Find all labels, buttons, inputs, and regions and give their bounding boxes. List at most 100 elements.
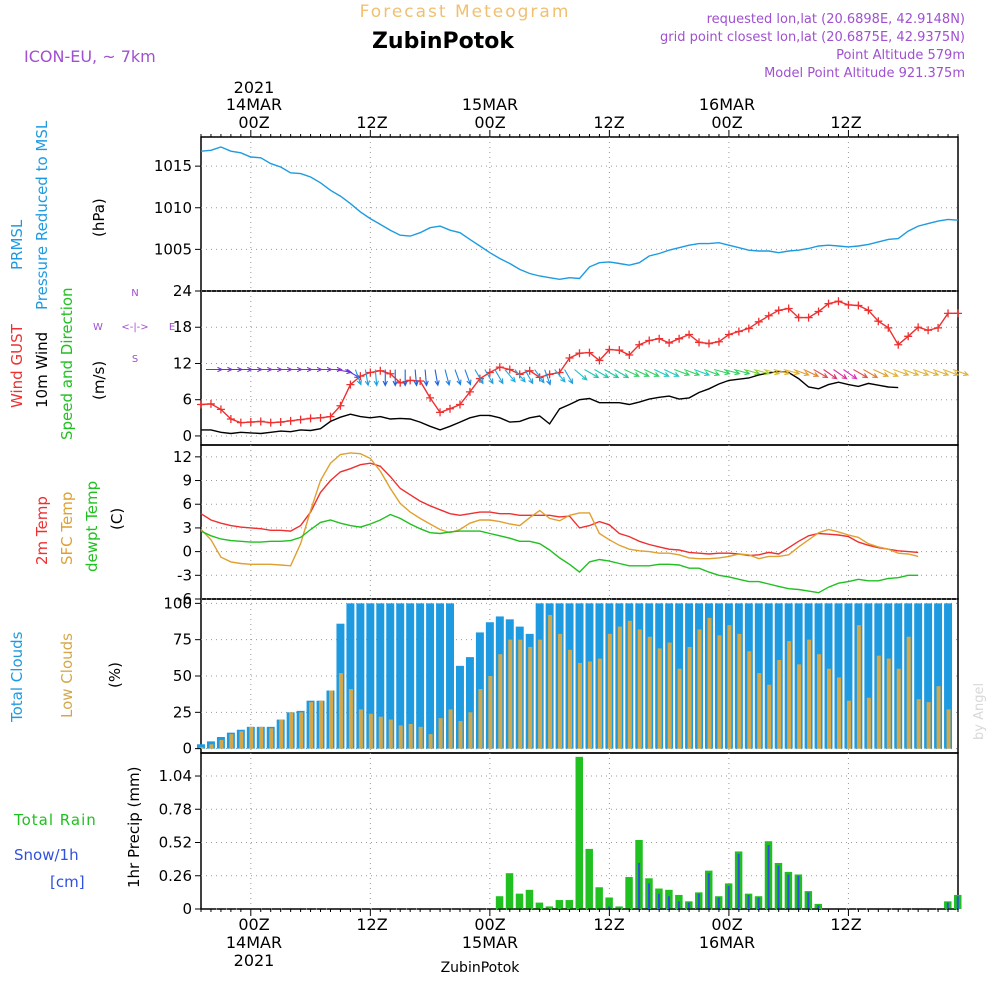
total-cloud-bar [764,603,773,749]
gust-marker [595,356,604,365]
rain-bar [565,900,574,909]
low-cloud-bar [607,633,612,749]
total-cloud-bar [426,603,435,749]
low-cloud-bar [328,690,333,749]
wind-arrow [813,369,829,379]
low-cloud-bar [637,629,642,749]
gust-marker [714,337,723,346]
bottom-date-label: 14MAR [226,933,282,952]
low-cloud-bar [767,684,772,749]
label-total-rain: Total Rain [13,811,97,829]
gust-marker [515,370,524,379]
bottom-hour-label: 00Z [711,915,742,934]
total-cloud-bar [376,603,385,749]
total-cloud-bar [366,603,375,749]
gust-marker [934,323,943,332]
low-cloud-bar [408,723,413,749]
gust-marker [206,399,215,408]
wind-arrow [392,369,398,387]
panel-frame-wind [200,290,959,446]
y-tick-label: 6 [182,391,192,409]
gust-marker [286,416,295,425]
total-cloud-bar [834,603,843,749]
low-cloud-bar [916,699,921,749]
gust-marker [505,365,514,374]
low-cloud-bar [886,658,891,749]
top-date-label: 16MAR [699,95,755,114]
snow-bar [707,873,710,909]
bottom-time-axis: 00Z 14MAR 2021 12Z 00Z 15MAR 12Z 00Z 16M… [226,915,862,970]
gust-marker [774,306,783,315]
label-speed-direction: Speed and Direction [58,287,76,440]
wind-arrow [743,368,761,376]
low-cloud-bar [737,633,742,749]
gust-marker [814,307,823,316]
gust-marker [804,313,813,322]
total-cloud-bar [914,603,923,749]
low-cloud-bar [279,719,284,749]
total-cloud-bar [844,603,853,749]
total-cloud-bar [436,603,445,749]
unit-mm: 1hr Precip (mm) [125,767,143,888]
wind-arrow [753,368,771,376]
snow-bar [727,885,730,909]
gust-marker [406,376,415,385]
snow-bar [946,902,949,909]
top-hour-label: 12Z [830,113,861,132]
low-cloud-bar [687,646,692,749]
gust-marker [296,415,305,424]
low-cloud-bar [757,673,762,749]
gust-marker [864,306,873,315]
wind-speed-line [201,370,899,435]
gust-marker [495,363,504,372]
gust-marker [884,323,893,332]
y-tick-label: 0 [182,543,192,561]
gust-marker [336,401,345,410]
wind-arrow [354,369,362,386]
low-cloud-bar [896,668,901,749]
gust-marker [216,405,225,414]
low-cloud-bar [438,718,443,749]
wind-arrow [382,369,388,387]
low-cloud-bar [309,702,314,749]
gust-marker [346,380,355,389]
compass-w: W [93,322,103,333]
label-cm: [cm] [50,873,85,891]
rain-bar [495,896,504,909]
gust-marker [834,297,843,306]
snow-bar [956,896,959,909]
low-cloud-bar [836,677,841,749]
wind-arrow [464,369,472,386]
wind-arrow [604,369,620,379]
wind-arrow [942,368,960,377]
low-cloud-bar [458,721,463,749]
gust-marker [465,387,474,396]
wind-arrow [514,369,526,383]
panel-frame-pressure [200,136,959,292]
gust-marker [824,299,833,308]
gust-marker [326,412,335,421]
wind-arrow [683,368,701,377]
wind-arrow [952,368,970,377]
chart-title: Forecast Meteogram [360,2,571,22]
y-tick-label: 1005 [154,240,192,258]
gust-line [200,300,958,424]
y-tick-label: -6 [177,590,192,608]
rain-bar [515,893,524,909]
y-tick-label: 24 [173,282,192,300]
wind-arrow [803,369,820,377]
low-cloud-bar [528,646,533,749]
snow-bar [638,862,641,909]
bottom-hour-label: 12Z [356,915,387,934]
y-tick-label: -3 [177,566,192,584]
gust-marker [615,346,624,355]
gust-marker [704,339,713,348]
wind-arrow [932,368,950,377]
low-cloud-bar [259,726,264,749]
low-cloud-bar [508,639,513,749]
total-cloud-bar [386,603,395,749]
rain-bar [545,906,554,909]
gust-marker [585,348,594,357]
closest-point: grid point closest lon,lat (20.6875E, 42… [660,30,965,45]
gust-marker [665,338,674,347]
